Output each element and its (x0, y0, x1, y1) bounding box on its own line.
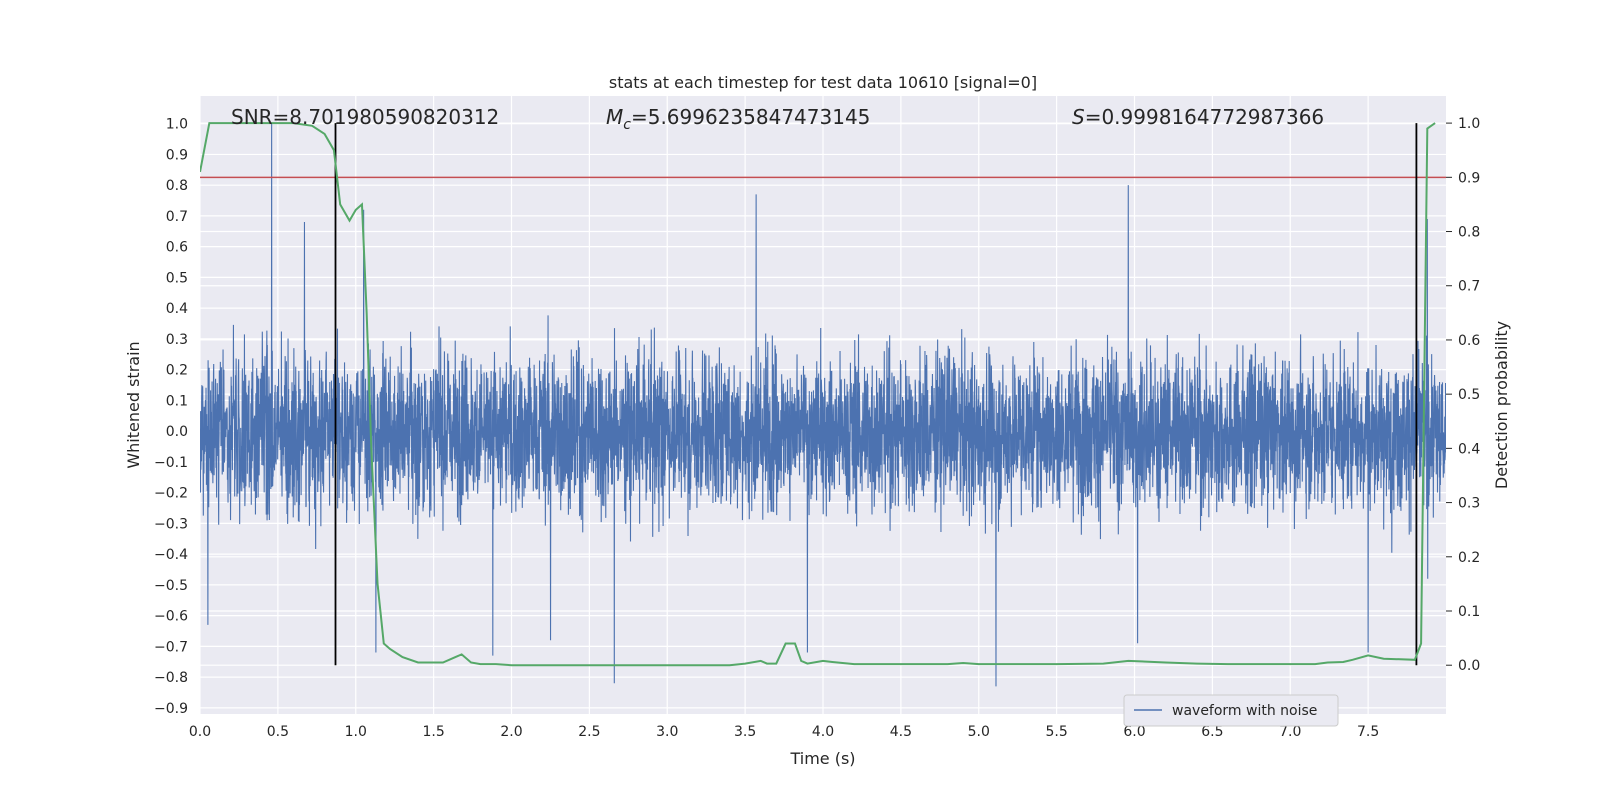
y-tick-label: −0.2 (154, 486, 188, 502)
y-right-tick-label: 0.6 (1458, 333, 1480, 349)
y-tick-label: 0.0 (166, 424, 188, 440)
y-tick-label: −0.6 (154, 609, 188, 625)
y-right-tick-label: 0.0 (1458, 658, 1480, 674)
y-right-tick-label: 0.9 (1458, 170, 1480, 186)
y-right-tick-label: 0.1 (1458, 604, 1480, 620)
chart-title: stats at each timestep for test data 106… (609, 73, 1037, 92)
y-tick-label: 0.1 (166, 393, 188, 409)
strain-line (200, 123, 1446, 687)
x-tick-label: 0.0 (189, 724, 211, 740)
x-tick-label: 7.5 (1357, 724, 1379, 740)
chirp-mass-subscript: c (623, 117, 631, 133)
y-tick-label: 0.2 (166, 363, 188, 379)
x-tick-label: 6.0 (1123, 724, 1145, 740)
snr-annotation: SNR=8.701980590820312 (231, 105, 499, 129)
legend-entry-strain: waveform with noise (1172, 703, 1317, 719)
probability-line (200, 122, 1436, 667)
y-tick-label: 0.4 (166, 301, 188, 317)
y-tick-label: 0.7 (166, 209, 188, 225)
y-tick-label: 0.3 (166, 332, 188, 348)
y-tick-label: −0.9 (154, 701, 188, 717)
strain-series (200, 123, 1446, 687)
y-axis-right-label: Detection probability (1492, 321, 1511, 489)
x-tick-label: 6.5 (1201, 724, 1223, 740)
y-tick-label: −0.5 (154, 578, 188, 594)
x-tick-label: 1.0 (345, 724, 367, 740)
x-tick-label: 3.0 (656, 724, 678, 740)
chirp-mass-value: =5.6996235847473145 (631, 105, 870, 129)
chirp-mass-symbol: M (606, 105, 623, 129)
y-right-tick-label: 0.8 (1458, 225, 1480, 241)
y-tick-label: 0.6 (166, 240, 188, 256)
legend-box (1123, 694, 1339, 727)
y-tick-label: −0.3 (154, 516, 188, 532)
y-tick-label: −0.1 (154, 455, 188, 471)
x-tick-label: 0.5 (267, 724, 289, 740)
x-tick-label: 3.5 (734, 724, 756, 740)
y-tick-label: −0.4 (154, 547, 188, 563)
tick-labels: 0.0 0.5 1.0 1.5 2.0 2.5 3.0 3.5 4.0 4.5 5.0 5.5 6.0 6… (154, 116, 1480, 740)
y-axis-label: Whitened strain (124, 341, 143, 468)
y-tick-label: −0.8 (154, 670, 188, 686)
legend: waveform with noise (1123, 694, 1339, 727)
x-tick-label: 1.5 (422, 724, 444, 740)
x-tick-label: 7.0 (1279, 724, 1301, 740)
y-tick-label: 1.0 (166, 117, 188, 133)
chirp-mass-annotation: Mc=5.6996235847473145 (606, 105, 870, 133)
y-tick-label: 0.8 (166, 178, 188, 194)
y-tick-label: 0.9 (166, 147, 188, 163)
x-tick-label: 2.5 (578, 724, 600, 740)
y-tick-label: −0.7 (154, 639, 188, 655)
x-tick-label: 4.0 (812, 724, 834, 740)
y-tick-label: 0.5 (166, 270, 188, 286)
y-right-tick-label: 0.2 (1458, 550, 1480, 566)
overlay-lines (200, 122, 1446, 667)
y-right-tick-label: 0.4 (1458, 441, 1480, 457)
x-tick-label: 2.0 (500, 724, 522, 740)
x-axis-label: Time (s) (789, 749, 855, 768)
s-symbol: S (1072, 105, 1085, 129)
x-tick-label: 4.5 (890, 724, 912, 740)
y-right-tick-label: 1.0 (1458, 116, 1480, 132)
x-tick-label: 5.0 (968, 724, 990, 740)
s-value: =0.9998164772987366 (1085, 105, 1324, 129)
s-annotation: S=0.9998164772987366 (1072, 105, 1324, 129)
y-right-tick-label: 0.5 (1458, 387, 1480, 403)
y-right-tick-label: 0.3 (1458, 496, 1480, 512)
y-right-tick-label: 0.7 (1458, 279, 1480, 295)
x-tick-label: 5.5 (1045, 724, 1067, 740)
